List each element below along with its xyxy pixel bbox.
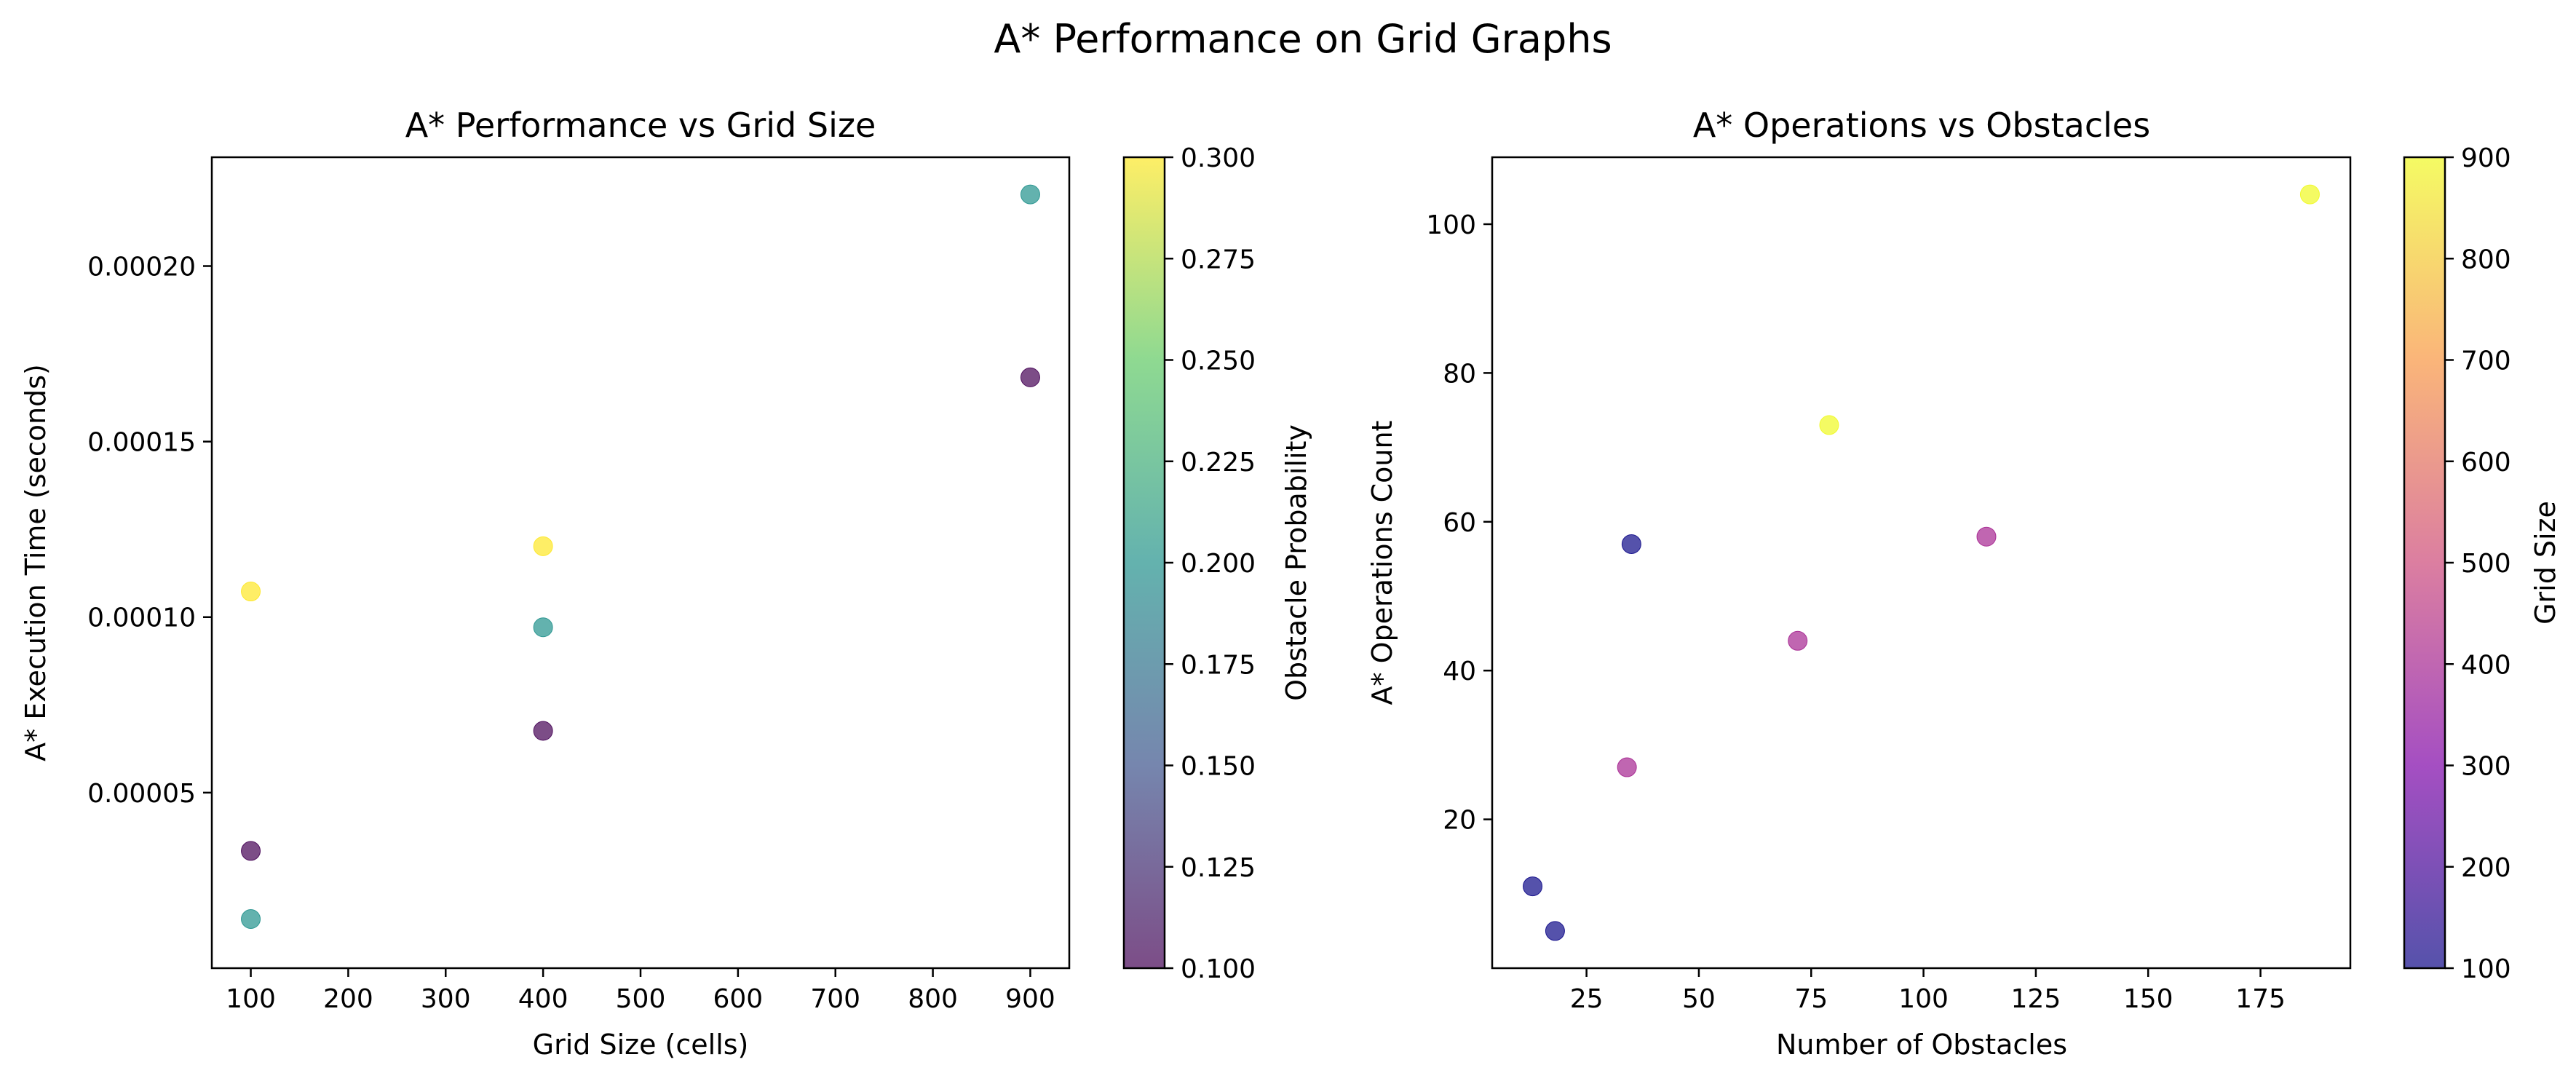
left-colorbar-label: Obstacle Probability: [1280, 424, 1312, 701]
left-chart-panel: A* Performance vs Grid Size 100 200 300 400…: [20, 106, 1312, 1061]
left-colorbar: [1124, 157, 1165, 968]
x-tick-label: 150: [2123, 984, 2173, 1014]
scatter-point: [533, 536, 553, 556]
left-chart-y-axis-label: A* Execution Time (seconds): [20, 364, 52, 761]
scatter-point: [533, 617, 553, 638]
right-chart-ticks: 25 50 75 100 125 150 175 20 40 60 80 100: [1426, 210, 2286, 1014]
scatter-point: [1976, 526, 1997, 547]
left-chart-title: A* Performance vs Grid Size: [405, 106, 876, 145]
right-chart-points: [1523, 184, 2320, 941]
colorbar-tick-label: 0.225: [1181, 448, 1256, 478]
scatter-point: [241, 841, 261, 861]
left-chart-points: [241, 184, 1040, 929]
scatter-point: [1020, 367, 1040, 387]
scatter-point: [1819, 415, 1839, 435]
figure-title: A* Performance on Grid Graphs: [994, 16, 1612, 62]
y-tick-label: 0.00010: [87, 603, 196, 633]
left-chart-plot-frame: [210, 156, 1071, 970]
y-tick-label: 0.00015: [87, 428, 196, 458]
x-tick-label: 100: [1898, 984, 1949, 1014]
x-tick-label: 400: [518, 984, 568, 1014]
y-tick-label: 0.00005: [87, 779, 196, 809]
colorbar-tick-label: 300: [2461, 752, 2511, 782]
x-tick-label: 300: [421, 984, 471, 1014]
x-tick-label: 500: [616, 984, 666, 1014]
x-tick-label: 175: [2235, 984, 2286, 1014]
y-tick-label: 60: [1443, 508, 1476, 538]
colorbar-tick-label: 0.150: [1181, 752, 1256, 782]
colorbar-tick-label: 0.300: [1181, 143, 1256, 173]
colorbar-tick-label: 500: [2461, 549, 2511, 579]
scatter-point: [1788, 630, 1808, 651]
y-tick-label: 40: [1443, 657, 1476, 686]
colorbar-tick-label: 0.275: [1181, 245, 1256, 274]
y-tick-label: 20: [1443, 806, 1476, 836]
colorbar-tick-label: 900: [2461, 143, 2511, 173]
x-tick-label: 200: [323, 984, 373, 1014]
y-tick-label: 80: [1443, 359, 1476, 389]
x-tick-label: 100: [226, 984, 276, 1014]
scatter-point: [1617, 757, 1637, 777]
scatter-point: [1523, 876, 1543, 897]
scatter-point: [1545, 921, 1565, 941]
x-tick-label: 900: [1005, 984, 1055, 1014]
colorbar-tick-label: 600: [2461, 448, 2511, 478]
colorbar-tick-label: 700: [2461, 347, 2511, 376]
y-tick-label: 100: [1426, 210, 1476, 240]
scatter-point: [241, 908, 261, 929]
x-tick-label: 25: [1570, 984, 1604, 1014]
scatter-point: [2299, 184, 2320, 205]
y-tick-label: 0.00020: [87, 252, 196, 282]
x-tick-label: 800: [908, 984, 958, 1014]
scatter-point: [1621, 534, 1641, 554]
right-colorbar-label: Grid Size: [2529, 501, 2561, 625]
left-colorbar-ticks: 0.100 0.125 0.150 0.175 0.200 0.225 0.250 0.275…: [1165, 143, 1256, 984]
colorbar-tick-label: 0.175: [1181, 650, 1256, 680]
colorbar-tick-label: 100: [2461, 954, 2511, 984]
colorbar-tick-label: 200: [2461, 853, 2511, 883]
x-tick-label: 125: [2011, 984, 2061, 1014]
scatter-point: [1020, 184, 1040, 205]
x-tick-label: 50: [1682, 984, 1716, 1014]
scatter-point: [241, 582, 261, 602]
right-chart-y-axis-label: A* Operations Count: [1366, 421, 1398, 705]
left-chart-x-axis-label: Grid Size (cells): [533, 1029, 749, 1061]
colorbar-tick-label: 0.200: [1181, 549, 1256, 579]
colorbar-tick-label: 0.250: [1181, 347, 1256, 376]
x-tick-label: 700: [810, 984, 860, 1014]
right-chart-title: A* Operations vs Obstacles: [1693, 106, 2150, 145]
colorbar-tick-label: 0.100: [1181, 954, 1256, 984]
right-chart-panel: A* Operations vs Obstacles 25 50 75 100 125 1…: [1366, 106, 2561, 1061]
right-chart-plot-frame: [1491, 156, 2352, 970]
colorbar-tick-label: 400: [2461, 650, 2511, 680]
x-tick-label: 600: [713, 984, 764, 1014]
left-chart-ticks: 100 200 300 400 500 600 700 800 900 0.00005 0.0001…: [87, 252, 1055, 1014]
right-chart-x-axis-label: Number of Obstacles: [1776, 1029, 2067, 1061]
right-colorbar: [2404, 157, 2445, 968]
right-colorbar-ticks: 100 200 300 400 500 600 700 800 900: [2445, 143, 2511, 984]
x-tick-label: 75: [1794, 984, 1828, 1014]
scatter-point: [533, 721, 553, 741]
colorbar-tick-label: 0.125: [1181, 853, 1256, 883]
colorbar-tick-label: 800: [2461, 245, 2511, 274]
